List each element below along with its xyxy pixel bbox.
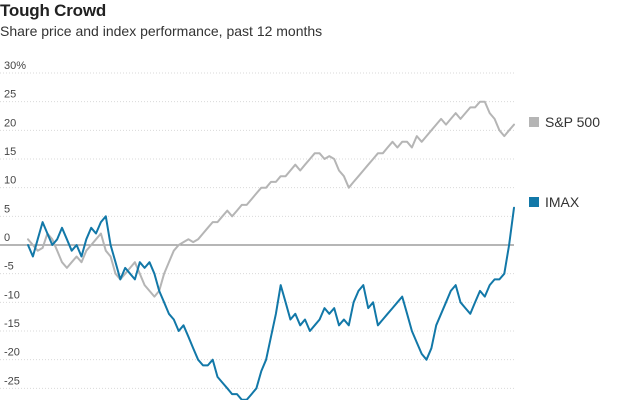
y-tick-label: 25: [4, 89, 16, 101]
chart-title: Tough Crowd: [0, 1, 107, 20]
y-tick-label: 0: [4, 232, 10, 244]
imax-line: [27, 206, 515, 400]
s-p-500-legend-label: S&P 500: [545, 114, 600, 130]
y-tick-label: -20: [4, 347, 20, 359]
y-tick-label: 5: [4, 203, 10, 215]
s-p-500-legend-swatch: [529, 117, 539, 127]
s-p-500-line: [27, 100, 515, 298]
y-tick-label: 10: [4, 175, 16, 187]
imax-legend-label: IMAX: [545, 194, 580, 210]
imax-legend-swatch: [529, 197, 539, 207]
y-tick-label: -15: [4, 318, 20, 330]
y-tick-label: -25: [4, 375, 20, 387]
chart-subtitle: Share price and index performance, past …: [0, 23, 323, 39]
y-tick-label: -5: [4, 261, 14, 273]
y-tick-label: 20: [4, 117, 16, 129]
y-tick-label: 30%: [4, 60, 26, 72]
y-tick-label: 15: [4, 146, 16, 158]
y-tick-label: -10: [4, 289, 20, 301]
